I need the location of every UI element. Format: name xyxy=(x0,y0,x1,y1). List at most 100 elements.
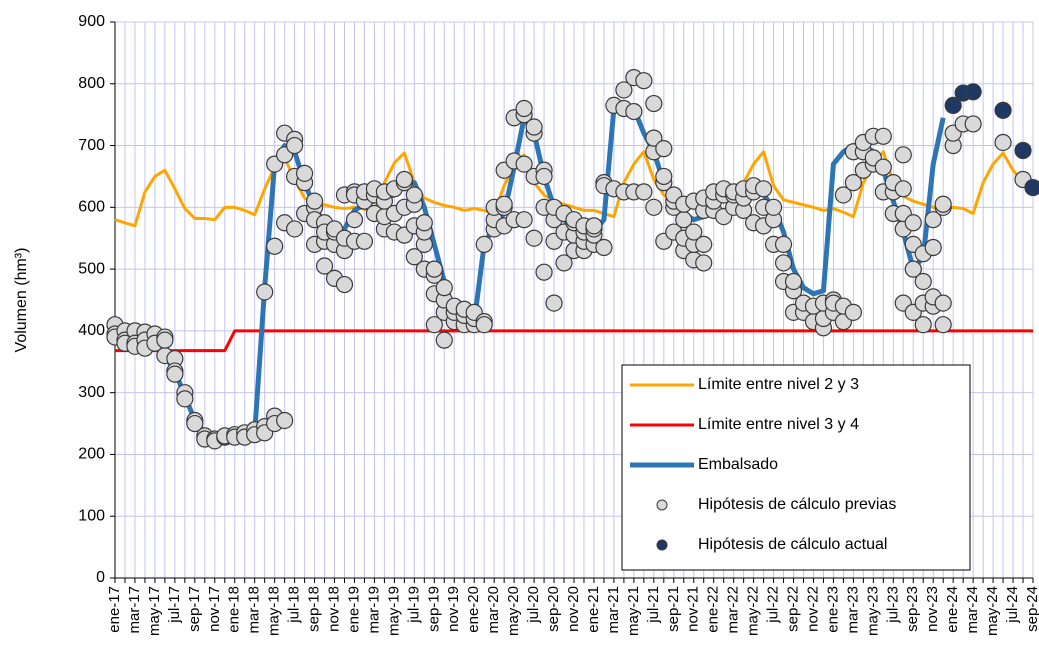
legend: Límite entre nivel 2 y 3 Límite entre niv… xyxy=(621,364,971,571)
series-line xyxy=(115,329,1033,353)
x-tick-label: jul-22 xyxy=(765,586,782,624)
scatter-point xyxy=(894,180,912,198)
y-tick-label: 400 xyxy=(78,322,105,339)
scatter-point xyxy=(335,275,354,294)
x-tick-label: ene-20 xyxy=(465,586,482,633)
x-tick-label: jul-20 xyxy=(525,586,542,624)
x-tick-label: nov-18 xyxy=(325,586,342,632)
y-tick-label: 200 xyxy=(78,446,105,463)
x-tick-label: mar-19 xyxy=(365,586,382,634)
x-tick-label: ene-23 xyxy=(824,586,841,633)
legend-label: Embalsado xyxy=(698,456,778,473)
x-tick-label: nov-20 xyxy=(565,586,582,632)
y-tick-label: 900 xyxy=(78,13,105,30)
x-tick-label: ene-18 xyxy=(226,586,243,633)
x-tick-label: may-20 xyxy=(505,586,522,636)
scatter-point xyxy=(774,235,793,253)
x-tick-label: sep-22 xyxy=(784,586,801,632)
scatter-point xyxy=(924,211,942,229)
scatter-point xyxy=(645,94,663,113)
x-tick-label: sep-24 xyxy=(1024,586,1039,632)
scatter-point xyxy=(515,155,533,173)
x-tick-label: mar-23 xyxy=(844,586,861,634)
scatter-point xyxy=(934,195,952,213)
x-tick-label: sep-20 xyxy=(545,586,562,632)
scatter-point xyxy=(754,180,773,198)
scatter-point xyxy=(295,164,314,182)
y-tick-label: 0 xyxy=(96,569,105,586)
scatter-point xyxy=(635,72,653,90)
x-tick-label: jul-21 xyxy=(645,586,662,624)
scatter-point xyxy=(904,214,922,232)
scatter-point xyxy=(774,254,793,272)
scatter-point xyxy=(944,96,962,115)
x-tick-label: may-18 xyxy=(266,586,283,636)
scatter-point xyxy=(555,254,573,272)
x-tick-label: ene-22 xyxy=(705,586,722,633)
scatter-point xyxy=(914,272,932,291)
scatter-point xyxy=(685,223,703,241)
scatter-point xyxy=(355,232,374,250)
scatter-point xyxy=(645,198,663,216)
scatter-point xyxy=(475,235,493,253)
x-tick-label: nov-23 xyxy=(924,586,941,632)
scatter-point xyxy=(615,81,633,99)
scatter-point xyxy=(166,365,184,383)
scatter-point xyxy=(645,129,663,147)
x-tick-label: jul-24 xyxy=(1004,586,1021,624)
legend-swatch xyxy=(656,499,668,511)
scatter-point xyxy=(286,136,304,155)
scatter-point xyxy=(585,217,603,235)
scatter-point xyxy=(515,211,533,229)
scatter-point xyxy=(655,140,673,158)
scatter-point xyxy=(764,198,783,216)
scatter-point xyxy=(535,167,553,186)
x-tick-label: sep-19 xyxy=(425,586,442,632)
scatter-point xyxy=(934,294,952,312)
scatter-point xyxy=(635,183,653,201)
x-tick-label: ene-19 xyxy=(345,586,362,633)
y-tick-label: 600 xyxy=(78,199,105,216)
scatter-point xyxy=(874,158,892,176)
scatter-point xyxy=(435,279,453,297)
x-tick-label: may-22 xyxy=(745,586,762,636)
scatter-point xyxy=(844,174,862,192)
scatter-point xyxy=(924,238,942,257)
scatter-point xyxy=(964,83,982,101)
scatter-point xyxy=(305,192,324,210)
x-tick-label: may-24 xyxy=(984,586,1001,636)
x-tick-label: jul-23 xyxy=(884,586,901,624)
scatter-point xyxy=(315,257,334,275)
scatter-point xyxy=(266,237,284,255)
scatter-point xyxy=(286,220,304,238)
x-tick-label: may-17 xyxy=(146,586,163,636)
legend-swatch xyxy=(656,539,668,551)
scatter-point xyxy=(934,316,952,334)
scatter-point xyxy=(256,283,274,301)
x-tick-label: nov-17 xyxy=(206,586,223,632)
scatter-point xyxy=(964,115,982,133)
scatter-point xyxy=(405,186,423,204)
x-tick-label: ene-24 xyxy=(944,586,961,633)
legend-label: Hipótesis de cálculo previas xyxy=(698,496,896,513)
scatter-point xyxy=(1014,141,1032,160)
scatter-point xyxy=(655,167,673,186)
legend-label: Hipótesis de cálculo actual xyxy=(698,536,887,553)
x-tick-label: ene-17 xyxy=(106,586,123,633)
marks xyxy=(106,68,1039,450)
scatter-point xyxy=(176,390,194,408)
y-tick-label: 700 xyxy=(78,137,105,154)
x-tick-label: sep-18 xyxy=(306,586,323,632)
x-tick-label: sep-17 xyxy=(186,586,203,632)
scatter-point xyxy=(834,186,853,204)
scatter-point xyxy=(425,260,443,278)
x-tick-label: jul-19 xyxy=(405,586,422,624)
scatter-point xyxy=(595,238,613,257)
scatter-point xyxy=(1024,178,1039,197)
scatter-point xyxy=(625,102,643,121)
scatter-point xyxy=(186,414,204,433)
scatter-point xyxy=(904,260,922,278)
x-tick-label: mar-24 xyxy=(964,586,981,634)
scatter-point xyxy=(156,331,174,349)
scatter-point xyxy=(894,146,912,164)
